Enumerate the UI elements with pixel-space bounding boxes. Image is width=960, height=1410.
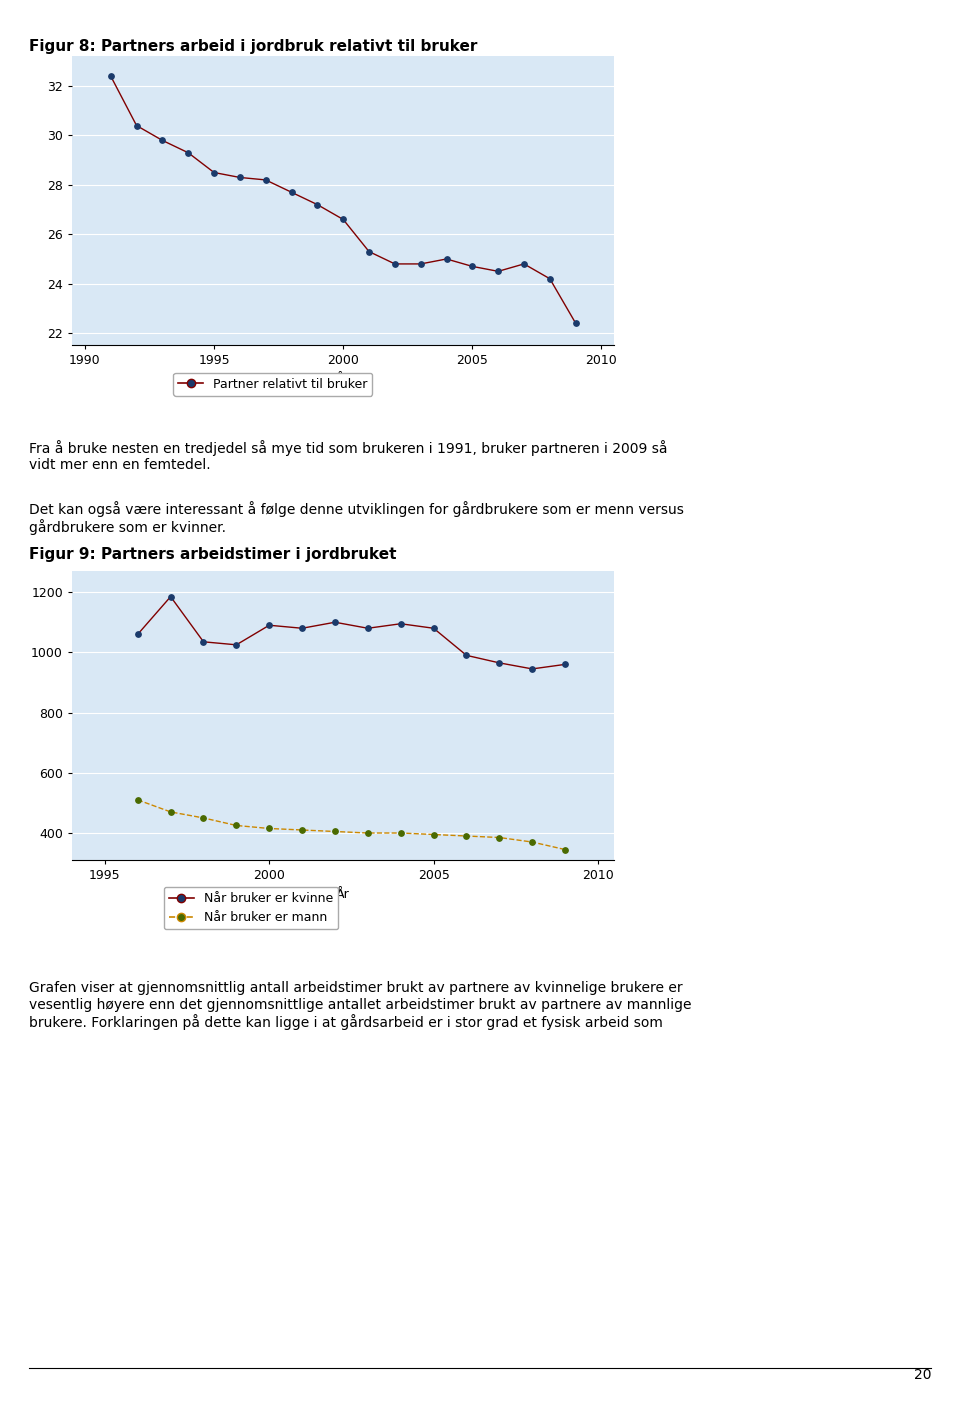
Point [524,830,540,853]
Point [258,169,274,192]
Text: 20: 20 [914,1368,931,1382]
Point [129,114,144,137]
Point [492,826,507,849]
Point [155,130,170,152]
Text: Figur 8: Partners arbeid i jordbruk relativt til bruker: Figur 8: Partners arbeid i jordbruk rela… [29,39,477,55]
Legend: Partner relativt til bruker: Partner relativt til bruker [173,372,372,396]
Point [459,644,474,667]
Point [103,65,118,87]
Point [568,312,584,334]
Point [360,822,375,845]
Point [310,193,325,216]
Point [228,814,244,836]
Text: Figur 9: Partners arbeidstimer i jordbruket: Figur 9: Partners arbeidstimer i jordbru… [29,547,396,563]
Point [413,252,428,275]
Point [327,821,343,843]
Point [491,259,506,282]
Point [459,825,474,847]
Point [180,141,196,164]
Point [327,611,343,633]
Text: Grafen viser at gjennomsnittlig antall arbeidstimer brukt av partnere av kvinnel: Grafen viser at gjennomsnittlig antall a… [29,981,691,1031]
Point [542,268,558,290]
Point [261,818,276,840]
Point [465,255,480,278]
Point [426,618,442,640]
X-axis label: År: År [336,374,350,386]
Point [232,166,248,189]
Legend: Når bruker er kvinne, Når bruker er mann: Når bruker er kvinne, Når bruker er mann [164,887,338,929]
Point [130,623,145,646]
Point [206,161,222,183]
Point [426,823,442,846]
Point [284,180,300,203]
Point [439,248,454,271]
Text: Det kan også være interessant å følge denne utviklingen for gårdbrukere som er m: Det kan også være interessant å følge de… [29,501,684,534]
Point [360,618,375,640]
Point [228,633,244,656]
Point [387,252,402,275]
Point [196,807,211,829]
Point [130,788,145,811]
Point [295,618,310,640]
Point [361,240,376,262]
Point [336,209,351,231]
Point [163,801,179,823]
Point [516,252,532,275]
Point [492,651,507,674]
Point [393,822,408,845]
Point [163,585,179,608]
Point [558,839,573,862]
Point [558,653,573,675]
Point [295,819,310,842]
Point [261,613,276,636]
Point [196,630,211,653]
Point [393,612,408,634]
Text: Fra å bruke nesten en tredjedel så mye tid som brukeren i 1991, bruker partneren: Fra å bruke nesten en tredjedel så mye t… [29,440,667,472]
Point [524,657,540,680]
X-axis label: År: År [336,888,350,901]
